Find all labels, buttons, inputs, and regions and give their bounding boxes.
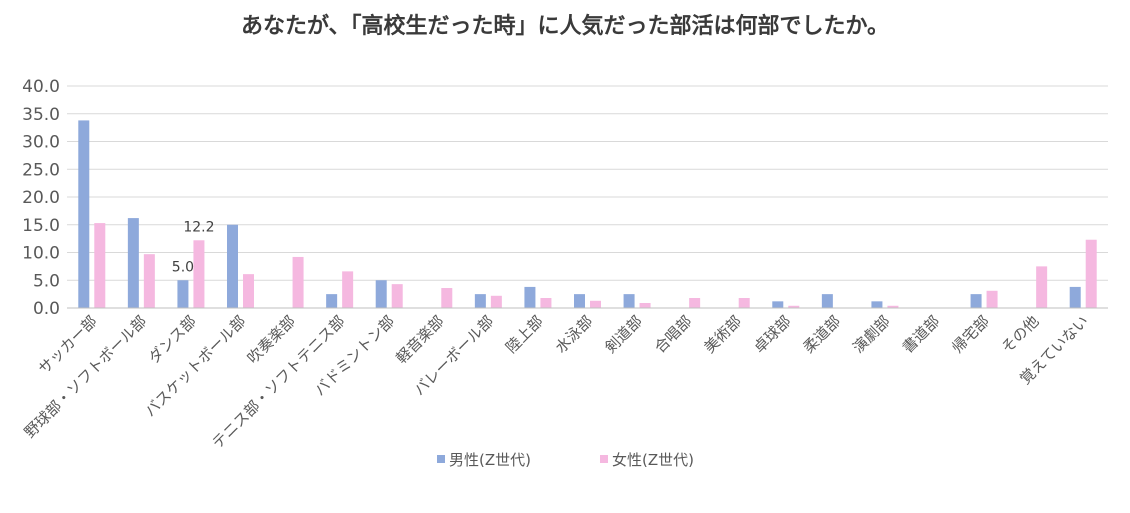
legend-label: 男性(Z世代) [449, 451, 531, 469]
bar-female [342, 271, 354, 308]
bar-male [326, 294, 338, 308]
bar-female [887, 305, 899, 308]
bar-female [94, 223, 106, 308]
category-label: 卓球部 [750, 312, 795, 357]
legend-swatch [600, 455, 608, 463]
bar-female [143, 254, 155, 308]
category-label: 帰宅部 [948, 312, 993, 357]
data-label: 12.2 [183, 219, 214, 235]
bar-male [227, 224, 238, 308]
bar-female [441, 288, 453, 308]
bar-male [623, 294, 635, 308]
y-tick-label: 35.0 [22, 105, 60, 125]
bar-female [986, 290, 998, 308]
bar-male [375, 280, 387, 308]
y-tick-label: 5.0 [33, 271, 60, 291]
bar-male [177, 280, 189, 308]
y-tick-label: 20.0 [22, 188, 60, 208]
category-label: 合唱部 [651, 312, 696, 357]
data-labels: 5.0 12.2 [172, 219, 215, 275]
bar-male [127, 218, 139, 308]
bar-female [1085, 239, 1097, 308]
bar-female [292, 256, 304, 308]
category-label: 柔道部 [800, 312, 845, 357]
y-tick-label: 0.0 [33, 299, 60, 319]
bar-female [193, 240, 205, 308]
y-tick-label: 10.0 [22, 244, 60, 264]
y-axis-ticks: 0.0 5.0 10.0 15.0 20.0 25.0 30.0 35.0 40.0 [22, 77, 60, 319]
bar-female [540, 298, 552, 308]
bars [78, 120, 1097, 308]
bar-male [1069, 286, 1081, 308]
category-label: 水泳部 [552, 312, 597, 357]
bar-female [689, 298, 701, 308]
category-label: 書道部 [899, 312, 944, 357]
bar-female [590, 300, 601, 308]
bar-male [524, 286, 536, 308]
legend: 男性(Z世代) 女性(Z世代) [437, 451, 694, 469]
category-label: 美術部 [700, 312, 745, 357]
category-label: 陸上部 [502, 312, 547, 357]
y-tick-label: 40.0 [22, 77, 60, 97]
category-label: 演劇部 [849, 312, 894, 357]
bar-female [738, 298, 750, 308]
data-label: 5.0 [172, 259, 194, 275]
bar-male [871, 301, 883, 308]
bar-female [1036, 266, 1048, 308]
bar-female [243, 274, 254, 308]
y-tick-label: 25.0 [22, 160, 60, 180]
bar-male [970, 294, 982, 308]
bar-male [772, 301, 784, 308]
bar-female [490, 295, 502, 308]
legend-label: 女性(Z世代) [612, 451, 694, 469]
bar-male [78, 120, 90, 308]
chart-title: あなたが、「高校生だった時」に人気だった部活は何部でしたか。 [240, 14, 890, 39]
legend-swatch [437, 455, 445, 463]
gridlines [67, 85, 1108, 281]
y-tick-label: 15.0 [22, 216, 60, 236]
bar-male [821, 294, 833, 308]
x-axis-categories: サッカー部野球部・ソフトボール部ダンス部バスケットボール部吹奏楽部テニス部・ソフ… [21, 312, 1092, 452]
bar-male [574, 294, 585, 308]
bar-male [474, 294, 486, 308]
category-label: 剣道部 [601, 312, 646, 357]
bar-female [391, 284, 403, 308]
bar-female [639, 303, 651, 308]
category-label: その他 [998, 312, 1043, 357]
bar-female [788, 305, 800, 308]
y-tick-label: 30.0 [22, 133, 60, 153]
